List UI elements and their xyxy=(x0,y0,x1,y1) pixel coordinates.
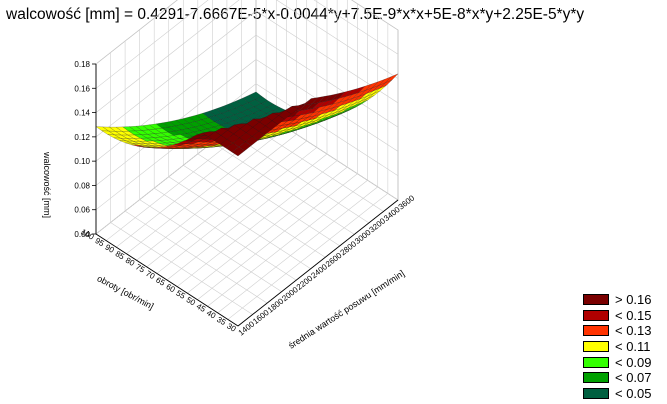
z-gridline xyxy=(95,0,399,65)
z-tick-label: 0.14 xyxy=(74,109,90,118)
y-tick-label: 40 xyxy=(205,308,218,321)
z-tick-label: 0.08 xyxy=(74,181,90,190)
y-tick-label: 85 xyxy=(114,249,127,262)
y-tick-label: 75 xyxy=(134,262,147,275)
y-tick-label: 80 xyxy=(124,256,137,269)
y-tick-label: 90 xyxy=(104,243,117,256)
legend: > 0.16 < 0.15 < 0.13 < 0.11 < 0.09 < 0.0… xyxy=(583,292,652,401)
legend-label: < 0.13 xyxy=(615,323,652,339)
z-tick-label: 0.06 xyxy=(74,206,90,215)
z-gridline xyxy=(95,0,399,89)
z-tick-label: 0.18 xyxy=(74,60,90,69)
y-tick-label: 100 xyxy=(79,227,96,242)
legend-label: < 0.05 xyxy=(615,385,652,401)
legend-item: > 0.16 xyxy=(583,292,652,308)
y-tick-label: 55 xyxy=(175,289,188,302)
x-axis-line xyxy=(237,199,399,327)
legend-swatch xyxy=(583,309,609,321)
z-gridline xyxy=(95,10,399,138)
legend-item: < 0.07 xyxy=(583,370,652,386)
surface-layer xyxy=(95,73,399,157)
y-tick-label: 70 xyxy=(144,269,157,282)
z-tick-label: 0.04 xyxy=(74,230,90,239)
y-gridline xyxy=(146,140,307,268)
x-tick-label: 3600 xyxy=(397,193,417,211)
chart-title: walcowość [mm] = 0.4291-7.6667E-5*x-0.00… xyxy=(6,6,585,23)
y-tick-label: 45 xyxy=(195,302,208,315)
legend-label: > 0.16 xyxy=(615,292,652,308)
legend-item: < 0.05 xyxy=(583,386,652,402)
y-gridline xyxy=(126,127,287,254)
y-gridline xyxy=(156,147,318,274)
legend-swatch xyxy=(583,387,609,399)
grid-layer xyxy=(95,0,399,327)
y-gridline xyxy=(136,134,297,261)
y-gridline xyxy=(166,153,328,281)
y-axis-label: obroty [obr/min] xyxy=(95,273,155,311)
y-tick-label: 50 xyxy=(185,295,198,308)
legend-item: < 0.11 xyxy=(583,339,652,355)
y-gridline xyxy=(197,173,358,300)
z-axis-label: walcowość [mm] xyxy=(42,151,52,218)
y-tick-label: 30 xyxy=(225,321,238,334)
legend-label: < 0.15 xyxy=(615,307,652,323)
y-axis-line xyxy=(95,233,239,327)
legend-item: < 0.15 xyxy=(583,308,652,324)
y-tick-label: 95 xyxy=(93,236,106,249)
y-tick-label: 60 xyxy=(164,282,177,295)
legend-label: < 0.11 xyxy=(615,339,651,355)
z-tick-label: 0.16 xyxy=(74,84,90,93)
z-tick-label: 0.12 xyxy=(74,133,90,142)
y-gridline xyxy=(217,186,378,314)
legend-item: < 0.09 xyxy=(583,354,652,370)
legend-swatch xyxy=(583,356,609,368)
y-gridline xyxy=(176,160,338,287)
z-gridline xyxy=(95,0,399,113)
legend-label: < 0.09 xyxy=(615,354,652,370)
y-tick-label: 65 xyxy=(154,275,167,288)
y-tick-label: 35 xyxy=(215,315,228,328)
z-gridline xyxy=(95,83,399,210)
legend-swatch xyxy=(583,294,609,306)
surface-cell xyxy=(231,146,246,157)
legend-item: < 0.13 xyxy=(583,323,652,339)
legend-label: < 0.07 xyxy=(615,370,652,386)
y-gridline xyxy=(187,166,348,294)
y-gridline xyxy=(227,193,389,320)
y-gridline xyxy=(207,180,368,307)
legend-swatch xyxy=(583,325,609,337)
legend-swatch xyxy=(583,341,609,353)
z-tick-label: 0.10 xyxy=(74,157,90,166)
legend-swatch xyxy=(583,372,609,384)
